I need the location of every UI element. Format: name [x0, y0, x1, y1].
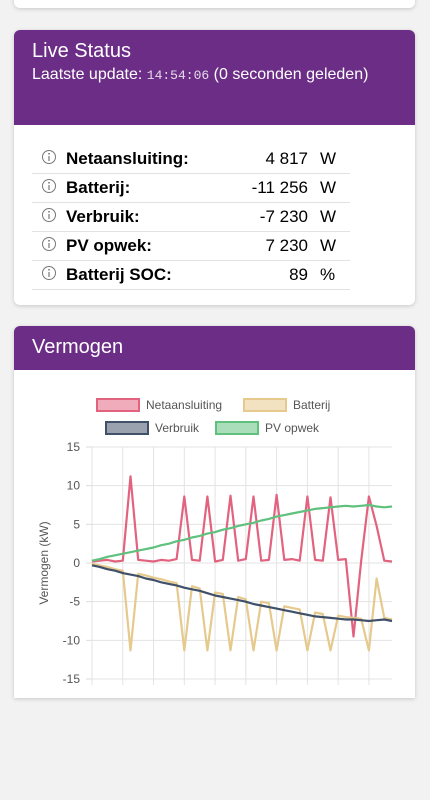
status-unit: W	[308, 145, 350, 174]
status-value: 7 230	[216, 231, 308, 261]
series-line	[91, 562, 393, 652]
card-title: Vermogen	[32, 336, 124, 358]
series-line	[91, 503, 393, 562]
status-value: -11 256	[216, 173, 308, 203]
y-tick-label: -15	[63, 672, 81, 686]
chart: 15 10 5 0 -5 -10 -15 Vermogen (kW) Netaansluitin…	[37, 398, 393, 686]
info-icon-svg	[42, 236, 56, 251]
info-icon	[32, 260, 66, 290]
legend-label: Netaansluiting	[146, 398, 222, 412]
y-tick-label: 15	[67, 440, 81, 454]
status-value: 4 817	[216, 145, 308, 174]
y-tick-label: -5	[69, 595, 80, 609]
live-status-card: Live Status Laatste update: 14:54:06 (0 …	[14, 30, 415, 305]
legend-swatch	[96, 398, 140, 412]
y-tick-label: 10	[67, 479, 81, 493]
status-label: PV opwek:	[66, 231, 216, 261]
legend-label: Batterij	[293, 398, 330, 412]
chart-card: Vermogen 15 10 5 0 -5 -10 -15 Vermogen (kW) Neta…	[14, 326, 415, 698]
legend-label: PV opwek	[265, 421, 320, 435]
status-row: Batterij SOC: 89%	[32, 260, 350, 290]
status-table: Netaansluiting: 4 817 W Batterij: -11 256 W Ve…	[32, 145, 350, 290]
status-row: Batterij: -11 256 W	[32, 173, 350, 203]
status-value: 89	[216, 260, 308, 290]
info-icon-svg	[42, 149, 56, 164]
status-row: Verbruik: -7 230 W	[32, 202, 350, 232]
status-row: Netaansluiting: 4 817 W	[32, 145, 350, 174]
info-icon-svg	[42, 178, 56, 193]
timestamp: 14:54:06	[146, 68, 210, 83]
update-line: Laatste update: 14:54:06 (0 seconden gel…	[32, 64, 397, 87]
info-icon-svg	[42, 265, 56, 280]
status-unit: W	[308, 173, 350, 203]
legend-swatch	[105, 421, 149, 435]
update-suffix: (0 seconden geleden)	[213, 66, 369, 83]
status-value: -7 230	[216, 202, 308, 232]
card-header: Vermogen	[14, 326, 415, 370]
update-label: Laatste update:	[32, 66, 143, 83]
status-label: Netaansluiting:	[66, 145, 216, 174]
previous-card	[14, 0, 415, 8]
status-unit: W	[308, 231, 350, 261]
status-row: PV opwek: 7 230 W	[32, 231, 350, 261]
legend-swatch	[215, 421, 259, 435]
status-label: Batterij:	[66, 173, 216, 203]
y-tick-label: 5	[73, 517, 80, 531]
info-icon	[32, 202, 66, 232]
status-label: Verbruik:	[66, 202, 216, 232]
info-icon	[32, 145, 66, 174]
status-unit: W	[308, 202, 350, 232]
series-line	[91, 564, 393, 623]
info-icon	[32, 231, 66, 261]
card-header: Live Status Laatste update: 14:54:06 (0 …	[14, 30, 415, 125]
info-icon-svg	[42, 207, 56, 222]
y-tick-label: 0	[73, 556, 80, 570]
y-tick-label: -10	[63, 633, 81, 647]
legend-swatch	[243, 398, 287, 412]
y-axis-title: Vermogen (kW)	[37, 521, 51, 604]
info-icon	[32, 173, 66, 203]
series-line	[91, 475, 393, 638]
card-title: Live Status	[32, 40, 131, 62]
status-unit: %	[308, 260, 350, 290]
status-label: Batterij SOC:	[66, 260, 216, 290]
legend-label: Verbruik	[155, 421, 200, 435]
